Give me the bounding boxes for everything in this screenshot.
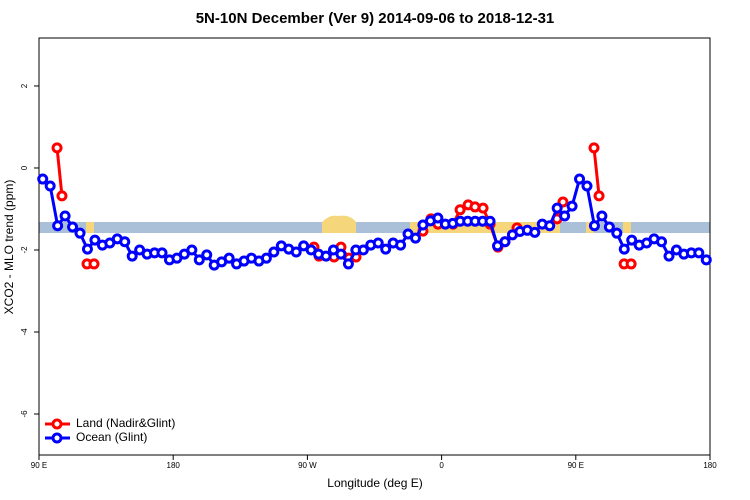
y-tick-label: -6 bbox=[20, 410, 29, 418]
x-axis-label: Longitude (deg E) bbox=[327, 476, 422, 490]
point bbox=[268, 246, 280, 258]
point bbox=[201, 249, 213, 261]
point bbox=[544, 220, 556, 232]
x-tick-label: 90 E bbox=[568, 461, 584, 470]
point bbox=[51, 142, 63, 154]
point bbox=[588, 142, 600, 154]
point bbox=[74, 227, 86, 239]
point bbox=[484, 215, 496, 227]
y-axis-label: XCO2 - MLO trend (ppm) bbox=[2, 180, 16, 315]
legend-marker bbox=[51, 418, 63, 430]
point bbox=[357, 244, 369, 256]
point bbox=[663, 250, 675, 262]
point bbox=[193, 254, 205, 266]
point bbox=[410, 232, 422, 244]
point bbox=[156, 247, 168, 259]
legend-label: Land (Nadir&Glint) bbox=[76, 416, 175, 430]
point bbox=[44, 180, 56, 192]
point bbox=[395, 239, 407, 251]
point bbox=[380, 243, 392, 255]
point bbox=[186, 244, 198, 256]
point bbox=[566, 200, 578, 212]
point bbox=[260, 252, 272, 264]
point bbox=[700, 254, 712, 266]
point bbox=[596, 210, 608, 222]
point bbox=[603, 221, 615, 233]
x-tick-label: 0 bbox=[439, 461, 444, 470]
legend-label: Ocean (Glint) bbox=[76, 430, 147, 444]
point bbox=[320, 250, 332, 262]
plot-frame bbox=[38, 37, 711, 456]
y-tick-label: 0 bbox=[20, 165, 29, 170]
point bbox=[551, 202, 563, 214]
point bbox=[574, 173, 586, 185]
point bbox=[52, 220, 64, 232]
point bbox=[372, 237, 384, 249]
point bbox=[119, 236, 131, 248]
point bbox=[559, 210, 571, 222]
point bbox=[588, 220, 600, 232]
point bbox=[557, 196, 569, 208]
point bbox=[432, 212, 444, 224]
point bbox=[656, 236, 668, 248]
y-tick-label: -4 bbox=[20, 328, 29, 336]
point bbox=[529, 226, 541, 238]
point bbox=[626, 234, 638, 246]
point bbox=[290, 246, 302, 258]
point bbox=[37, 173, 49, 185]
point bbox=[454, 204, 466, 216]
x-tick-label: 90 W bbox=[298, 461, 317, 470]
point bbox=[581, 180, 593, 192]
chart-title: 5N-10N December (Ver 9) 2014-09-06 to 20… bbox=[196, 10, 555, 27]
x-tick-label: 180 bbox=[703, 461, 717, 470]
point bbox=[593, 190, 605, 202]
x-tick-label: 90 E bbox=[31, 461, 47, 470]
point bbox=[611, 227, 623, 239]
surface-band bbox=[39, 222, 710, 233]
y-tick-label: -2 bbox=[20, 246, 29, 254]
point bbox=[335, 248, 347, 260]
point bbox=[89, 234, 101, 246]
point bbox=[618, 243, 630, 255]
legend: Land (Nadir&Glint)Ocean (Glint) bbox=[45, 416, 175, 444]
x-tick-label: 180 bbox=[167, 461, 181, 470]
point bbox=[59, 210, 71, 222]
legend-marker bbox=[51, 432, 63, 444]
point bbox=[56, 190, 68, 202]
y-tick-label: 2 bbox=[20, 83, 29, 88]
point bbox=[342, 258, 354, 270]
point bbox=[499, 236, 511, 248]
point bbox=[477, 202, 489, 214]
point bbox=[67, 221, 79, 233]
point bbox=[223, 252, 235, 264]
point bbox=[625, 258, 637, 270]
point bbox=[693, 247, 705, 259]
point bbox=[126, 250, 138, 262]
point bbox=[88, 258, 100, 270]
point bbox=[81, 243, 93, 255]
